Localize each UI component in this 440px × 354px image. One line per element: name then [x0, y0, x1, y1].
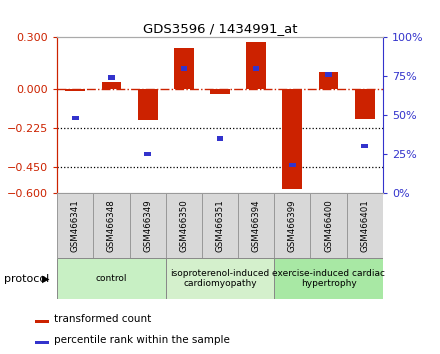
Bar [72, 116, 79, 120]
Text: transformed count: transformed count [54, 314, 151, 324]
Bar [274, 258, 383, 299]
Bar [355, 89, 375, 119]
Bar [166, 193, 202, 258]
Text: exercise-induced cardiac
hypertrophy: exercise-induced cardiac hypertrophy [272, 269, 385, 289]
Text: GSM466341: GSM466341 [71, 199, 80, 252]
Bar [138, 89, 158, 120]
Text: GSM466401: GSM466401 [360, 199, 369, 252]
Bar [319, 72, 338, 89]
Bar [311, 193, 347, 258]
Text: GSM466394: GSM466394 [252, 199, 260, 252]
Bar [361, 144, 368, 148]
Bar [274, 193, 311, 258]
Bar [180, 66, 187, 70]
Text: control: control [96, 274, 127, 283]
Bar [144, 152, 151, 156]
Text: GSM466351: GSM466351 [216, 199, 224, 252]
Bar [108, 75, 115, 80]
Bar [102, 82, 121, 89]
Bar [35, 341, 49, 343]
Bar [217, 136, 223, 141]
Text: GSM466349: GSM466349 [143, 199, 152, 252]
Bar [347, 193, 383, 258]
Text: ▶: ▶ [42, 274, 50, 284]
Bar [66, 89, 85, 91]
Bar [289, 163, 296, 167]
Text: GSM466400: GSM466400 [324, 199, 333, 252]
Text: GSM466348: GSM466348 [107, 199, 116, 252]
Bar [129, 193, 166, 258]
Text: percentile rank within the sample: percentile rank within the sample [54, 335, 230, 345]
Text: GSM466350: GSM466350 [180, 199, 188, 252]
Bar [35, 320, 49, 323]
Text: GSM466399: GSM466399 [288, 199, 297, 252]
Bar [57, 193, 93, 258]
Bar [93, 193, 129, 258]
Bar [238, 193, 274, 258]
Bar [210, 89, 230, 94]
Bar [174, 47, 194, 89]
Bar [57, 258, 166, 299]
Bar [282, 89, 302, 189]
Text: protocol: protocol [4, 274, 50, 284]
Bar [325, 72, 332, 77]
Text: isoproterenol-induced
cardiomyopathy: isoproterenol-induced cardiomyopathy [170, 269, 270, 289]
Bar [246, 42, 266, 89]
Bar [202, 193, 238, 258]
Bar [253, 66, 260, 70]
Bar [166, 258, 274, 299]
Title: GDS3596 / 1434991_at: GDS3596 / 1434991_at [143, 22, 297, 35]
